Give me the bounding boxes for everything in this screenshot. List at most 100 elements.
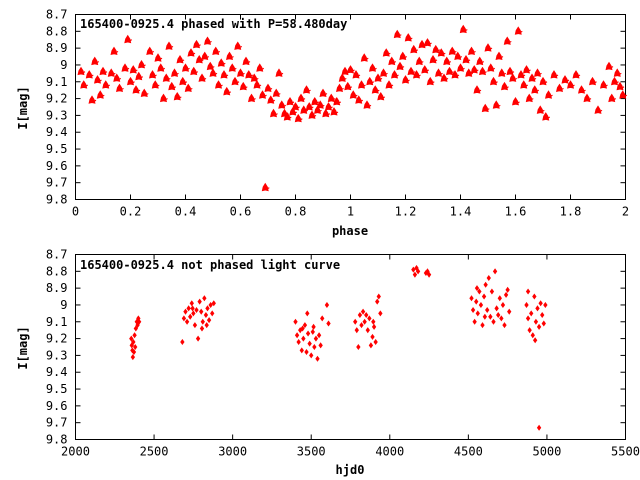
x-tick-label: 4500	[454, 445, 483, 459]
data-point	[191, 310, 196, 317]
data-point	[484, 43, 493, 52]
data-point	[479, 66, 487, 76]
data-point	[140, 88, 149, 98]
data-point	[135, 71, 144, 81]
data-point	[435, 68, 443, 77]
data-point	[124, 34, 133, 44]
data-point	[305, 310, 310, 317]
axis-ticks	[75, 14, 626, 200]
y-tick-labels: 8.7 8.8 8.9 9 9.1 9.2 9.3 9.4 9.5 9.6 9.7 9.8	[46, 248, 68, 447]
data-point	[600, 80, 608, 89]
data-point	[239, 81, 248, 91]
data-point	[154, 53, 163, 62]
data-point	[250, 73, 259, 82]
data-point	[311, 97, 320, 106]
y-tick-label: 9.7	[46, 416, 68, 430]
data-point	[347, 65, 355, 74]
phased-light-curve-chart: 0 0.2 0.4 0.6 0.8 1 1.2 1.4 1.6 1.8 2 8.7 8.8 8.9 9 9.…	[16, 8, 629, 239]
data-point	[613, 68, 622, 77]
data-point	[204, 322, 209, 329]
data-point	[293, 318, 298, 325]
data-point	[378, 310, 383, 317]
y-tick-label: 8.9	[46, 41, 68, 55]
data-point	[429, 54, 438, 64]
data-point	[261, 182, 270, 192]
data-point	[362, 318, 367, 325]
data-point	[396, 61, 405, 71]
data-point	[470, 306, 476, 314]
data-point	[234, 41, 243, 50]
data-point	[322, 108, 331, 118]
data-point	[376, 293, 381, 300]
data-point	[179, 76, 188, 86]
y-tick-label: 9.3	[46, 348, 68, 362]
data-point	[512, 97, 520, 106]
data-point	[182, 63, 190, 72]
data-point	[534, 68, 542, 77]
data-point	[572, 70, 581, 79]
data-point	[465, 68, 474, 77]
data-point	[357, 312, 363, 319]
data-point	[121, 63, 130, 72]
data-point	[446, 66, 454, 76]
data-point	[135, 322, 140, 329]
data-point	[536, 424, 542, 431]
data-point	[415, 56, 424, 66]
data-point	[525, 315, 531, 322]
y-tick-label: 9.4	[46, 365, 68, 379]
chart-title: 165400-0925.4 not phased light curve	[80, 258, 340, 272]
data-point	[297, 93, 306, 103]
data-point	[487, 63, 496, 72]
data-point	[501, 81, 509, 91]
data-point	[195, 335, 201, 342]
data-point	[294, 332, 300, 339]
data-point	[110, 46, 119, 55]
data-point	[527, 327, 532, 334]
data-point	[305, 330, 311, 337]
data-point	[194, 306, 199, 314]
y-tick-label: 9.6	[46, 399, 68, 413]
data-point	[619, 90, 628, 99]
data-point	[305, 102, 314, 111]
data-point	[531, 85, 540, 94]
data-point	[525, 288, 531, 295]
data-point	[171, 68, 179, 77]
data-point	[382, 48, 391, 57]
x-tick-label: 3500	[297, 445, 326, 459]
data-point	[506, 66, 515, 76]
x-tick-label: 0.8	[285, 205, 307, 219]
data-point	[426, 76, 435, 86]
data-point	[303, 85, 311, 94]
data-point	[352, 70, 361, 79]
data-point	[300, 325, 305, 332]
x-tick-label: 1.6	[505, 205, 527, 219]
data-point	[608, 93, 617, 103]
data-point	[131, 338, 136, 345]
data-point	[200, 318, 205, 325]
data-point	[319, 88, 328, 98]
data-point	[131, 349, 137, 356]
data-point	[197, 298, 202, 305]
data-point	[391, 70, 399, 79]
data-point	[355, 95, 364, 104]
data-point	[189, 300, 194, 307]
data-point	[536, 105, 545, 114]
data-point	[483, 281, 488, 288]
data-point	[500, 301, 506, 308]
x-tick-label: 1.2	[395, 205, 417, 219]
data-point	[482, 313, 488, 320]
data-point	[304, 349, 309, 356]
data-point	[242, 56, 251, 66]
data-point	[477, 288, 482, 295]
data-point	[542, 112, 551, 121]
data-point	[356, 343, 361, 351]
data-point	[187, 48, 196, 57]
data-point	[525, 93, 534, 103]
data-point	[211, 300, 216, 307]
data-point	[198, 73, 207, 82]
data-point	[349, 90, 358, 99]
data-point	[359, 322, 364, 329]
data-point	[443, 56, 452, 66]
data-point	[499, 315, 504, 322]
data-point	[231, 76, 240, 86]
